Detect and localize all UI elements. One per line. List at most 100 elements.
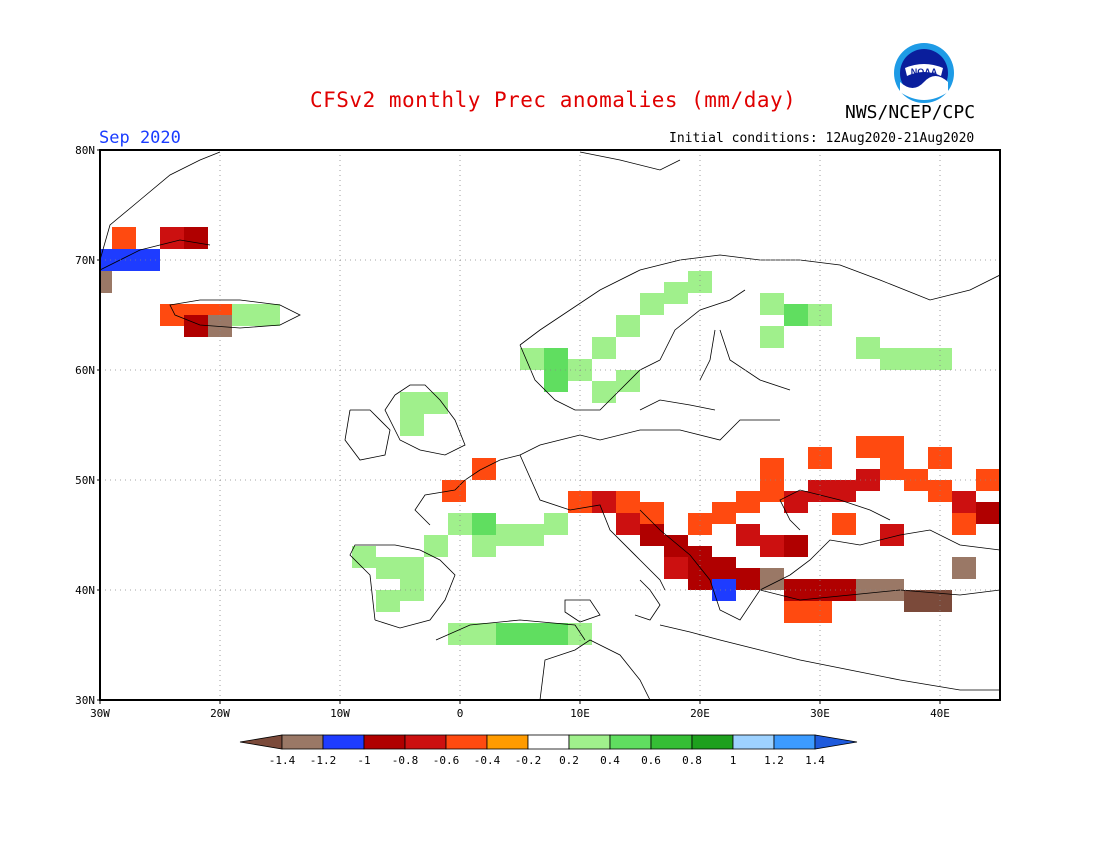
- anomaly-shading: [100, 227, 1000, 645]
- anomaly-cell: [592, 381, 616, 403]
- anomaly-cell: [856, 337, 880, 359]
- colorbar-tick-label: 1.2: [764, 754, 784, 767]
- colorbar-tick-label: -1: [357, 754, 370, 767]
- lat-tick-label: 30N: [75, 694, 95, 707]
- anomaly-cell: [832, 579, 856, 601]
- anomaly-cell: [424, 392, 448, 414]
- lon-tick-label: 10W: [330, 707, 350, 720]
- lon-tick-label: 30E: [810, 707, 830, 720]
- anomaly-cell: [472, 535, 496, 557]
- anomaly-cell: [712, 579, 736, 601]
- anomaly-cell: [880, 579, 904, 601]
- anomaly-cell: [472, 458, 496, 480]
- coastlines: [100, 151, 1000, 700]
- latitude-labels: 30N 40N 50N 60N 70N 80N: [75, 144, 100, 707]
- anomaly-cell: [880, 436, 904, 458]
- anomaly-cell: [760, 293, 784, 315]
- anomaly-cell: [544, 348, 568, 370]
- anomaly-cell: [760, 326, 784, 348]
- anomaly-cell: [712, 502, 736, 524]
- lon-tick-label: 0: [457, 707, 464, 720]
- anomaly-cell: [400, 579, 424, 601]
- colorbar-tick-label: -0.2: [515, 754, 542, 767]
- anomaly-cell: [136, 249, 160, 271]
- lat-tick-label: 70N: [75, 254, 95, 267]
- anomaly-cell: [100, 271, 112, 293]
- anomaly-cell: [784, 601, 808, 623]
- anomaly-cell: [952, 557, 976, 579]
- anomaly-cell: [880, 348, 904, 370]
- colorbar-tick-label: 1.4: [805, 754, 825, 767]
- colorbar-tick-label: -1.4: [269, 754, 296, 767]
- anomaly-cell: [856, 579, 880, 601]
- anomaly-cell: [952, 491, 976, 513]
- colorbar-swatch: [281, 734, 324, 750]
- anomaly-cell: [688, 513, 712, 535]
- anomaly-cell: [928, 447, 952, 469]
- anomaly-cell: [856, 436, 880, 458]
- anomaly-cell: [544, 370, 568, 392]
- anomaly-cell: [472, 623, 496, 645]
- anomaly-cell: [448, 623, 472, 645]
- colorbar-tick-label: 0.2: [559, 754, 579, 767]
- lat-tick-label: 40N: [75, 584, 95, 597]
- anomaly-cell: [904, 590, 928, 612]
- colorbar-swatch: [609, 734, 652, 750]
- colorbar-swatch: [445, 734, 488, 750]
- anomaly-cell: [640, 293, 664, 315]
- colorbar-min-arrow: [239, 734, 283, 750]
- colorbar-tick-label: 1: [730, 754, 737, 767]
- anomaly-cell: [442, 480, 466, 502]
- anomaly-cell: [568, 623, 592, 645]
- colorbar-swatch: [363, 734, 406, 750]
- map-frame: [99, 149, 1001, 701]
- colorbar: [239, 734, 858, 750]
- anomaly-cell: [400, 414, 424, 436]
- anomaly-cell: [736, 568, 760, 590]
- anomaly-cell: [832, 513, 856, 535]
- anomaly-cell: [640, 502, 664, 524]
- anomaly-cell: [184, 227, 208, 249]
- logo-text: NOAA: [911, 67, 938, 77]
- colorbar-tick-label: 0.6: [641, 754, 661, 767]
- anomaly-cell: [424, 535, 448, 557]
- anomaly-cell: [712, 557, 736, 579]
- anomaly-cell: [472, 513, 496, 535]
- lon-tick-label: 20W: [210, 707, 230, 720]
- lon-tick-label: 40E: [930, 707, 950, 720]
- colorbar-labels: -1.4 -1.2 -1 -0.8 -0.6 -0.4 -0.2 0.2 0.4 0.6 0.8 1 1…: [269, 754, 826, 767]
- anomaly-cell: [688, 568, 712, 590]
- anomaly-cell: [880, 524, 904, 546]
- anomaly-cell: [592, 491, 616, 513]
- colorbar-tick-label: 0.8: [682, 754, 702, 767]
- colorbar-swatch: [568, 734, 611, 750]
- longitude-labels: 30W 20W 10W 0 10E 20E 30E 40E: [90, 700, 950, 720]
- anomaly-cell: [760, 480, 784, 502]
- colorbar-tick-label: -0.6: [433, 754, 460, 767]
- anomaly-cell: [376, 557, 400, 579]
- colorbar-swatch: [322, 734, 365, 750]
- anomaly-cell: [112, 227, 136, 249]
- anomaly-cell: [856, 469, 880, 491]
- anomaly-cell: [736, 524, 760, 546]
- anomaly-cell: [640, 524, 664, 546]
- agency-label: NWS/NCEP/CPC: [845, 102, 976, 123]
- colorbar-tick-label: 0.4: [600, 754, 620, 767]
- anomaly-cell: [784, 535, 808, 557]
- anomaly-cell: [664, 282, 688, 304]
- lat-tick-label: 80N: [75, 144, 95, 157]
- anomaly-cell: [112, 249, 136, 271]
- forecast-month: Sep 2020: [99, 128, 181, 148]
- anomaly-cell: [832, 480, 856, 502]
- anomaly-cell: [976, 502, 1000, 524]
- anomaly-cell: [232, 304, 256, 326]
- map-gridlines: [100, 150, 1000, 700]
- anomaly-cell: [256, 304, 280, 326]
- colorbar-tick-label: -0.8: [392, 754, 419, 767]
- anomaly-cell: [520, 348, 544, 370]
- anomaly-cell: [352, 546, 376, 568]
- colorbar-swatch: [773, 734, 816, 750]
- colorbar-swatch: [650, 734, 693, 750]
- colorbar-swatch: [691, 734, 734, 750]
